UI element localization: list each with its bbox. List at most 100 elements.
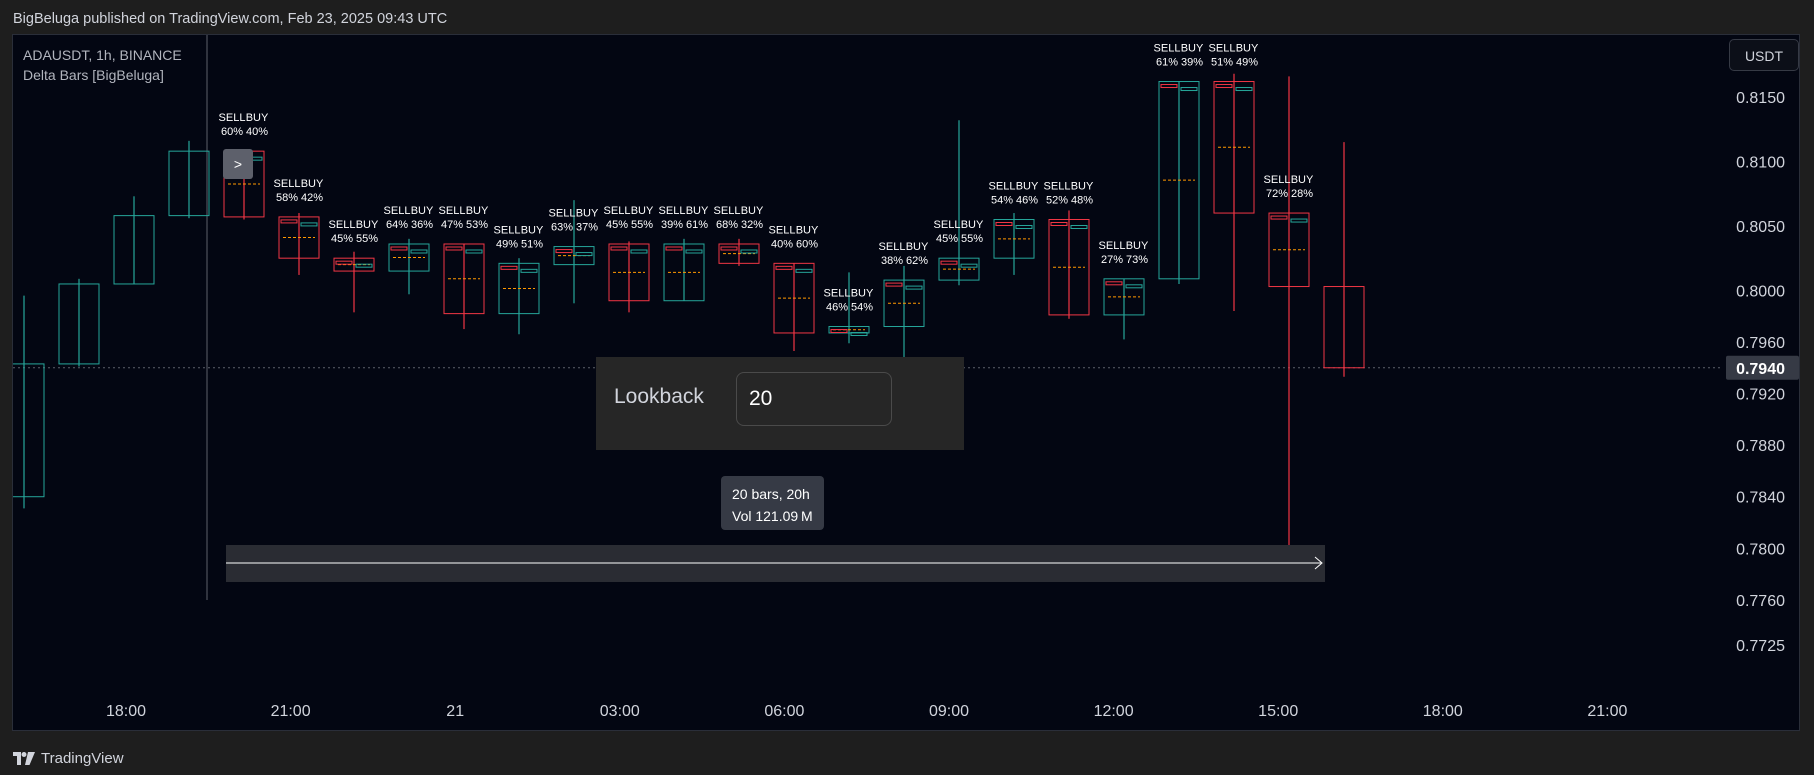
buy-label: BUY xyxy=(961,219,984,231)
sell-label: SELL xyxy=(329,219,356,231)
sell-percent: 45% xyxy=(331,233,353,245)
sell-percent: 40% xyxy=(771,238,793,250)
lookback-panel: Lookback xyxy=(596,357,964,450)
candle-body xyxy=(553,246,595,266)
buy-percent: 73% xyxy=(1126,254,1148,266)
sell-percent: 60% xyxy=(221,126,243,138)
buy-delta-bar xyxy=(465,249,483,254)
sell-label: SELL xyxy=(714,205,741,217)
candle-body xyxy=(773,262,815,334)
sell-percent: 45% xyxy=(936,233,958,245)
date-range-measure[interactable] xyxy=(226,545,1325,582)
sell-label: SELL xyxy=(494,224,521,236)
sell-label: SELL xyxy=(1154,43,1181,55)
sell-delta-bar xyxy=(1050,221,1068,226)
candle-body xyxy=(13,363,45,498)
buy-label: BUY xyxy=(1291,174,1314,186)
replay-handle-button xyxy=(223,149,253,179)
x-tick-label: 21 xyxy=(446,703,464,720)
buy-percent: 37% xyxy=(576,222,598,234)
chart-legend: ADAUSDT, 1h, BINANCE Delta Bars [BigBelu… xyxy=(23,45,182,85)
buy-percent: 51% xyxy=(521,238,543,250)
buy-delta-bar xyxy=(795,268,813,273)
lookback-label: Lookback xyxy=(614,385,704,408)
candle-body xyxy=(938,257,980,281)
y-tick-label: 0.7725 xyxy=(1736,638,1785,655)
buy-delta-bar xyxy=(905,285,923,290)
candle-body xyxy=(718,243,760,264)
buy-percent: 62% xyxy=(906,255,928,267)
y-tick-label: 0.7880 xyxy=(1736,438,1785,455)
sell-percent: 63% xyxy=(551,222,573,234)
buy-percent: 46% xyxy=(1016,194,1038,206)
y-tick-label: 0.8050 xyxy=(1736,219,1785,236)
sell-delta-bar xyxy=(610,246,628,251)
buy-delta-bar xyxy=(410,249,428,254)
lookback-input[interactable] xyxy=(736,372,892,426)
buy-label: BUY xyxy=(576,208,599,220)
sell-percent: 72% xyxy=(1266,188,1288,200)
buy-delta-bar xyxy=(520,268,538,273)
buy-delta-bar xyxy=(355,263,373,268)
sell-delta-bar xyxy=(555,249,573,254)
y-tick-label: 0.7960 xyxy=(1736,335,1785,352)
tradingview-brand[interactable]: TradingView xyxy=(13,741,124,775)
candle-body xyxy=(993,218,1035,259)
sell-delta-bar xyxy=(390,246,408,251)
sell-delta-bar xyxy=(445,246,463,251)
y-tick-label: 0.7800 xyxy=(1736,541,1785,558)
candle-body xyxy=(443,243,485,315)
replay-handle[interactable]: > xyxy=(223,149,253,179)
candle-body xyxy=(333,257,375,272)
y-tick-label: 0.7840 xyxy=(1736,490,1785,507)
sell-delta-bar xyxy=(995,221,1013,226)
buy-label: BUY xyxy=(741,205,764,217)
x-tick-label: 12:00 xyxy=(1094,703,1134,720)
current-price-badge xyxy=(1726,355,1799,380)
buy-label: BUY xyxy=(1126,240,1149,252)
x-tick-label: 06:00 xyxy=(764,703,804,720)
sell-label: SELL xyxy=(1099,240,1126,252)
candle-body xyxy=(1323,286,1365,369)
candle-body xyxy=(663,243,705,302)
sell-label: SELL xyxy=(769,224,796,236)
candle xyxy=(113,196,155,285)
sell-delta-bar xyxy=(1105,281,1123,286)
sell-delta-bar xyxy=(335,260,353,265)
candle-body xyxy=(608,243,650,302)
x-tick-label: 21:00 xyxy=(1587,703,1627,720)
sell-delta-bar xyxy=(1270,215,1288,220)
sell-percent: 39% xyxy=(661,219,683,231)
sell-label: SELL xyxy=(1264,174,1291,186)
candle-body xyxy=(1158,81,1200,280)
sell-delta-bar xyxy=(280,219,298,224)
x-tick-label: 15:00 xyxy=(1258,703,1298,720)
footer: TradingView xyxy=(0,741,1814,775)
sell-delta-bar xyxy=(940,260,958,265)
buy-delta-bar xyxy=(685,249,703,254)
indicator-title[interactable]: Delta Bars [BigBeluga] xyxy=(23,67,164,83)
y-tick-label: 0.7920 xyxy=(1736,387,1785,404)
sell-label: SELL xyxy=(824,288,851,300)
symbol-title[interactable]: ADAUSDT, 1h, BINANCE xyxy=(23,47,182,63)
buy-delta-bar xyxy=(1290,218,1308,223)
measure-volume-text: Vol 121.09 M xyxy=(732,508,813,524)
chart-pane[interactable]: SELL BUY 60% 40% SELL BUY 58% 42% SELL BUY 45% 55% S… xyxy=(12,34,1800,731)
buy-label: BUY xyxy=(521,224,544,236)
candle-body xyxy=(1213,81,1255,214)
y-tick-label: 0.8000 xyxy=(1736,283,1785,300)
buy-percent: 48% xyxy=(1071,194,1093,206)
publish-text: BigBeluga published on TradingView.com, … xyxy=(13,11,448,27)
buy-percent: 32% xyxy=(741,219,763,231)
candle-body xyxy=(58,283,100,365)
sell-label: SELL xyxy=(659,205,686,217)
currency-button[interactable]: USDT xyxy=(1729,39,1799,71)
